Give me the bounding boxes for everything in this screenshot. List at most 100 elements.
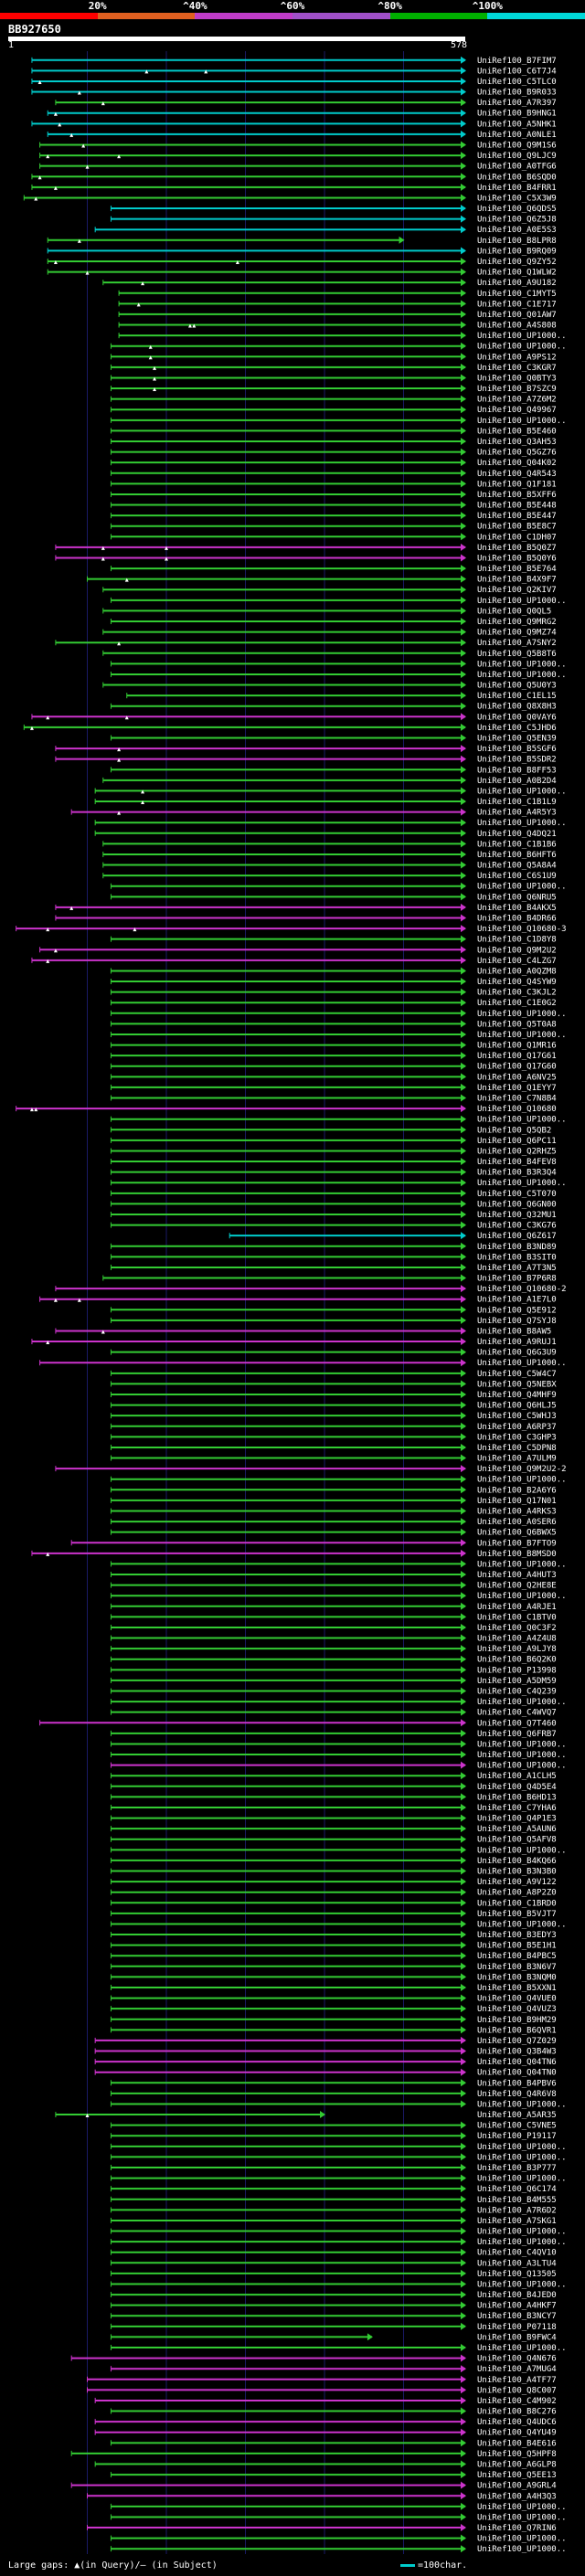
hit-label[interactable]: UniRef100_Q5E912: [477, 1306, 557, 1315]
hit-label[interactable]: UniRef100_Q6GN00: [477, 1200, 557, 1209]
hit-row[interactable]: UniRef100_Q6HLJ5: [110, 1401, 557, 1411]
hit-row[interactable]: UniRef100_Q17G60: [110, 1062, 557, 1072]
hit-row[interactable]: UniRef100_Q5QB2: [110, 1126, 551, 1135]
hit-row[interactable]: UniRef100_Q5NEBX: [110, 1380, 557, 1389]
hit-row[interactable]: UniRef100_A3LTU4: [110, 2259, 557, 2268]
hit-label[interactable]: UniRef100_UP1000..: [477, 883, 567, 892]
hit-row[interactable]: UniRef100_UP1000..: [110, 416, 567, 426]
hit-row[interactable]: UniRef100_B8C276: [110, 2407, 557, 2417]
hit-label[interactable]: UniRef100_UP1000..: [477, 1698, 567, 1707]
hit-label[interactable]: UniRef100_A0NLE1: [477, 131, 557, 140]
hit-label[interactable]: UniRef100_B5XFF6: [477, 491, 557, 500]
hit-label[interactable]: UniRef100_A9GRL4: [477, 2482, 557, 2491]
hit-label[interactable]: UniRef100_UP1000..: [477, 1920, 567, 1929]
hit-label[interactable]: UniRef100_A9RUJ1: [477, 1338, 557, 1347]
hit-label[interactable]: UniRef100_C1DH07: [477, 533, 557, 542]
hit-row[interactable]: UniRef100_B6HD13: [110, 1793, 557, 1802]
hit-row[interactable]: UniRef100_UP1000..: [110, 1475, 567, 1485]
hit-row[interactable]: UniRef100_Q6QDS5: [110, 205, 557, 214]
hit-label[interactable]: UniRef100_A5AR35: [477, 2111, 557, 2120]
hit-label[interactable]: UniRef100_C3KGR7: [477, 364, 557, 373]
hit-label[interactable]: UniRef100_A5DM59: [477, 1677, 557, 1686]
hit-label[interactable]: UniRef100_B2A6Y6: [477, 1486, 557, 1495]
hit-label[interactable]: UniRef100_A7R6D2: [477, 2206, 557, 2215]
hit-row[interactable]: UniRef100_Q4VUE0: [110, 1994, 557, 2004]
hit-row[interactable]: UniRef100_C5WHJ3: [110, 1412, 557, 1421]
hit-row[interactable]: UniRef100_Q5AFV8: [110, 1835, 557, 1845]
hit-label[interactable]: UniRef100_UP1000..: [477, 1560, 567, 1569]
hit-row[interactable]: UniRef100_UP1000..: [110, 1592, 567, 1601]
hit-row[interactable]: UniRef100_A7R6D2: [110, 2206, 557, 2215]
hit-row[interactable]: UniRef100_C4Q239: [110, 1687, 557, 1696]
hit-row[interactable]: UniRef100_C4M902: [94, 2396, 557, 2406]
hit-row[interactable]: UniRef100_B7P6R8: [102, 1274, 557, 1284]
hit-row[interactable]: UniRef100_Q4R6V8: [110, 2089, 557, 2099]
hit-row[interactable]: UniRef100_B9R033: [31, 88, 557, 98]
hit-label[interactable]: UniRef100_Q5A8A4: [477, 862, 557, 871]
hit-row[interactable]: UniRef100_Q7SYJ8: [110, 1316, 557, 1326]
hit-row[interactable]: UniRef100_C4WVQ7: [110, 1708, 557, 1718]
hit-label[interactable]: UniRef100_B5E1H1: [477, 1942, 557, 1951]
hit-row[interactable]: UniRef100_B5XXN1: [110, 1983, 557, 1993]
hit-label[interactable]: UniRef100_B5Q0Y6: [477, 554, 557, 563]
hit-label[interactable]: UniRef100_C5VNE5: [477, 2122, 557, 2131]
hit-row[interactable]: UniRef100_Q5A8A4: [102, 861, 557, 871]
hit-label[interactable]: UniRef100_B7FIM7: [477, 57, 557, 66]
hit-row[interactable]: UniRef100_B5Q0Z7: [55, 543, 557, 553]
hit-label[interactable]: UniRef100_A0SER6: [477, 1518, 557, 1527]
hit-label[interactable]: UniRef100_Q04TN6: [477, 2058, 557, 2067]
hit-row[interactable]: UniRef100_Q7RIN6: [87, 2524, 557, 2533]
hit-label[interactable]: UniRef100_B4PBC5: [477, 1952, 557, 1961]
hit-label[interactable]: UniRef100_B4KQ66: [477, 1857, 557, 1866]
hit-row[interactable]: UniRef100_C5JHD6: [23, 723, 557, 733]
hit-row[interactable]: UniRef100_A0SER6: [110, 1518, 557, 1527]
hit-label[interactable]: UniRef100_Q9LJC9: [477, 152, 557, 161]
hit-row[interactable]: UniRef100_UP1000..: [110, 1030, 567, 1040]
hit-row[interactable]: UniRef100_Q4MHF9: [110, 1391, 557, 1400]
hit-label[interactable]: UniRef100_C7N8B4: [477, 1095, 557, 1104]
hit-row[interactable]: UniRef100_UP1000..: [118, 332, 567, 341]
hit-label[interactable]: UniRef100_B4AKX5: [477, 904, 557, 913]
hit-row[interactable]: UniRef100_UP1000..: [110, 1920, 567, 1929]
hit-row[interactable]: UniRef100_UP1000..: [110, 660, 567, 669]
hit-row[interactable]: UniRef100_C1B1L9: [94, 798, 557, 807]
hit-row[interactable]: UniRef100_Q9M2U2: [39, 946, 557, 955]
hit-row[interactable]: UniRef100_A5AUN6: [110, 1825, 557, 1834]
hit-label[interactable]: UniRef100_B4M555: [477, 2196, 557, 2205]
hit-label[interactable]: UniRef100_B8C276: [477, 2408, 557, 2417]
hit-row[interactable]: UniRef100_A7R397: [55, 99, 557, 108]
hit-label[interactable]: UniRef100_B5E764: [477, 565, 557, 574]
hit-row[interactable]: UniRef100_B8LPR8: [47, 236, 557, 246]
hit-row[interactable]: UniRef100_UP1000..: [110, 1179, 567, 1188]
hit-label[interactable]: UniRef100_A0QZM8: [477, 967, 557, 976]
hit-row[interactable]: UniRef100_B5E764: [110, 565, 557, 574]
hit-label[interactable]: UniRef100_UP1000..: [477, 787, 567, 796]
hit-label[interactable]: UniRef100_C6S1U9: [477, 872, 557, 881]
hit-row[interactable]: UniRef100_B7SZC9: [110, 385, 557, 394]
hit-label[interactable]: UniRef100_UP1000..: [477, 1031, 567, 1040]
hit-label[interactable]: UniRef100_Q49967: [477, 406, 557, 415]
hit-row[interactable]: UniRef100_Q4DQ21: [94, 829, 557, 839]
hit-row[interactable]: UniRef100_A0QZM8: [110, 967, 557, 976]
hit-label[interactable]: UniRef100_Q6Z5J8: [477, 216, 557, 225]
hit-row[interactable]: UniRef100_A7Z6M2: [110, 395, 557, 405]
hit-row[interactable]: UniRef100_UP1000..: [110, 2502, 567, 2512]
hit-label[interactable]: UniRef100_C7YHA6: [477, 1804, 557, 1813]
hit-label[interactable]: UniRef100_Q5B8T6: [477, 650, 557, 659]
hit-label[interactable]: UniRef100_Q2RHZ5: [477, 1147, 557, 1156]
hit-label[interactable]: UniRef100_B5E8C7: [477, 523, 557, 532]
hit-row[interactable]: UniRef100_C6T7J4: [31, 67, 557, 76]
hit-label[interactable]: UniRef100_UP1000..: [477, 660, 567, 669]
hit-row[interactable]: UniRef100_A1E7L0: [39, 1295, 557, 1305]
hit-label[interactable]: UniRef100_A6RP37: [477, 1423, 557, 1432]
hit-label[interactable]: UniRef100_B7FTO9: [477, 1539, 557, 1548]
hit-row[interactable]: UniRef100_B4FRR1: [31, 183, 557, 193]
hit-row[interactable]: UniRef100_B4DR66: [55, 914, 557, 924]
hit-label[interactable]: UniRef100_C1E717: [477, 300, 557, 309]
hit-row[interactable]: UniRef100_Q5EN39: [110, 734, 557, 743]
hit-label[interactable]: UniRef100_Q6PC11: [477, 1137, 557, 1146]
hit-label[interactable]: UniRef100_A6NV25: [477, 1073, 557, 1082]
hit-row[interactable]: UniRef100_B3N6V7: [110, 1962, 557, 1972]
hit-row[interactable]: UniRef100_UP1000..: [110, 1009, 567, 1019]
hit-row[interactable]: UniRef100_B7FTO9: [70, 1539, 557, 1548]
